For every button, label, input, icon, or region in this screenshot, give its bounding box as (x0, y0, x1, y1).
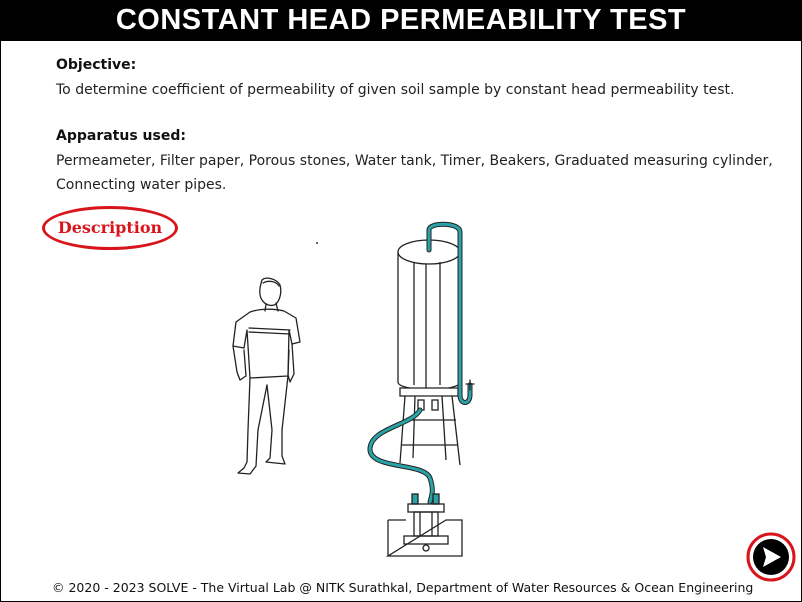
next-button[interactable] (746, 532, 796, 582)
next-arrow-icon (763, 547, 781, 567)
apparatus-heading: Apparatus used: (56, 128, 186, 144)
tank-stand (399, 395, 461, 466)
objective-heading: Objective: (56, 57, 137, 73)
water-pipes (367, 221, 475, 505)
description-button[interactable]: Description (42, 206, 178, 250)
page-title: CONSTANT HEAD PERMEABILITY TEST (0, 0, 802, 41)
objective-text: To determine coefficient of permeability… (56, 82, 735, 98)
apparatus-text: Permeameter, Filter paper, Porous stones… (56, 153, 773, 193)
footer-copyright: © 2020 - 2023 SOLVE - The Virtual Lab @ … (52, 580, 754, 595)
permeameter (385, 493, 463, 557)
water-tank (397, 239, 461, 397)
person-figure (232, 277, 301, 475)
stray-dot (316, 242, 318, 244)
